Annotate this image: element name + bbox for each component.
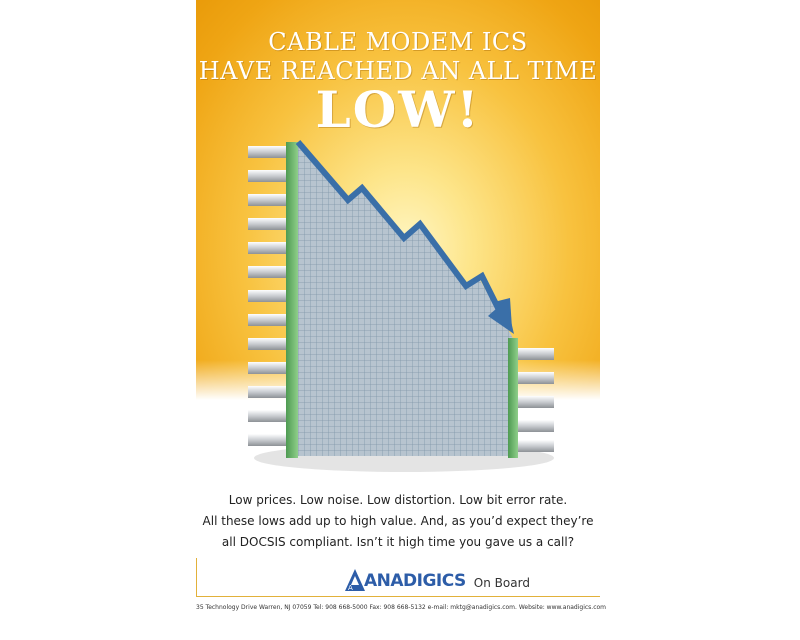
- anadigics-logo: A ANADIGICS On Board: [344, 566, 530, 592]
- ic-chip-illustration: [248, 140, 554, 472]
- svg-text:A: A: [348, 584, 353, 592]
- body-copy-line-1: Low prices. Low noise. Low distortion. L…: [228, 493, 568, 507]
- headline-low: LOW!: [315, 80, 481, 139]
- chip-right-edge: [508, 338, 518, 458]
- headline-line-1: CABLE MODEM ICS: [268, 28, 528, 56]
- body-copy-line-3: all DOCSIS compliant. Isn’t it high time…: [221, 535, 575, 549]
- chip-body: [294, 144, 514, 456]
- anadigics-logo-mark-icon: A: [345, 569, 365, 592]
- left-pins: [248, 146, 292, 446]
- footer-vertical-rule: [196, 558, 197, 596]
- right-pins: [514, 348, 554, 452]
- brand-tagline: On Board: [473, 576, 530, 590]
- chip-left-edge: [286, 142, 298, 458]
- footer-contact: 35 Technology Drive Warren, NJ 07059 Tel…: [196, 604, 607, 611]
- advertisement-page: CABLE MODEM ICS HAVE REACHED AN ALL TIME…: [196, 0, 600, 640]
- body-copy-line-2: All these lows add up to high value. And…: [202, 514, 594, 528]
- footer-horizontal-rule: [196, 596, 600, 597]
- down-trend-arrow-icon: [295, 140, 514, 334]
- brand-name: ANADIGICS: [364, 571, 466, 591]
- headline-line-2: HAVE REACHED AN ALL TIME: [198, 57, 598, 85]
